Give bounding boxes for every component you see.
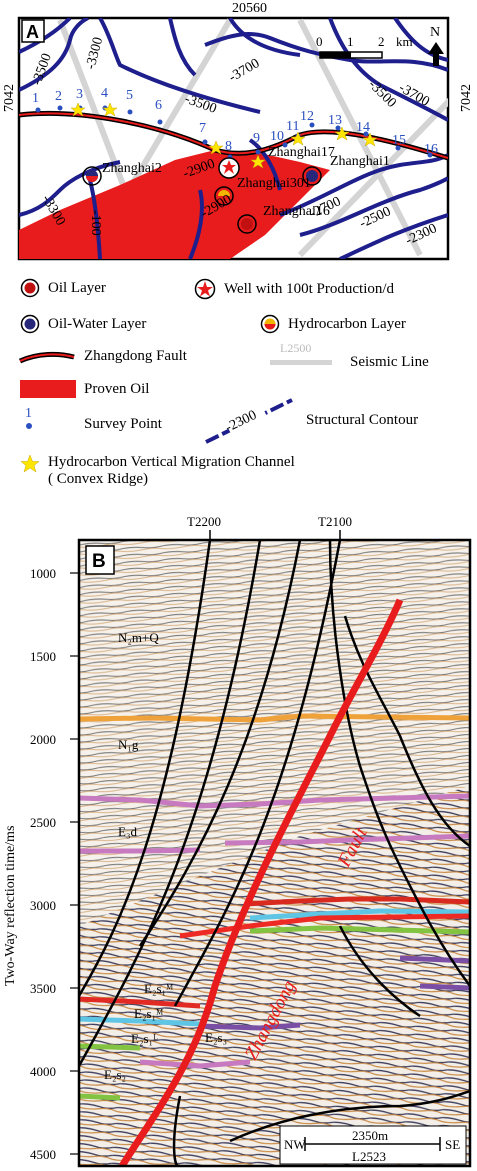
svg-text:4: 4	[101, 86, 108, 101]
legend-oil-layer: Oil Layer	[20, 278, 106, 298]
svg-text:E₂s₂: E₂s₂	[104, 1067, 126, 1082]
svg-text:-100: -100	[88, 210, 103, 236]
svg-text:E₂s₁ᴹ: E₂s₁ᴹ	[144, 981, 173, 996]
legend-survey-point: 1 Survey Point	[22, 404, 162, 434]
left-coordinate: 7042	[2, 84, 17, 112]
survey-point-numbers: 1 2 3 4 5 6 7 8 9 10 11 12 13 14 15 16	[32, 86, 438, 157]
proven-oil-swatch	[20, 380, 76, 398]
svg-text:0: 0	[316, 34, 323, 49]
right-coordinate: 7042	[459, 84, 474, 112]
north-arrow-icon: N	[428, 25, 444, 66]
svg-text:SE: SE	[445, 1137, 460, 1152]
legend-well-100t: Well with 100t Production/d	[194, 278, 394, 300]
svg-text:Zhanghai17: Zhanghai17	[268, 145, 335, 160]
svg-text:1: 1	[32, 91, 39, 106]
well-labels: Zhanghai2 Zhanghai17 Zhanghai1 Zhanghai3…	[102, 145, 390, 219]
svg-text:4000: 4000	[30, 1064, 56, 1079]
svg-text:1500: 1500	[30, 649, 56, 664]
map-scale-bar: 0 1 2 km	[316, 34, 413, 59]
legend-migration: Hydrocarbon Vertical Migration Channel (…	[20, 454, 295, 488]
structural-map: A 20560 20560 7042 7042 0 1 2 km N -3500…	[2, 1, 474, 261]
wells	[82, 157, 322, 234]
svg-text:10: 10	[270, 129, 284, 144]
legend-oil-water: Oil-Water Layer	[20, 314, 146, 334]
svg-text:2000: 2000	[30, 732, 56, 747]
legend: Oil Layer Well with 100t Production/d Oi…	[0, 266, 477, 506]
seismic-line-icon	[270, 360, 332, 365]
svg-text:5: 5	[126, 88, 133, 103]
svg-text:16: 16	[424, 142, 438, 157]
svg-text:3: 3	[76, 87, 83, 102]
svg-text:3500: 3500	[30, 981, 56, 996]
svg-text:9: 9	[253, 131, 260, 146]
hydrocarbon-layer-icon	[260, 314, 280, 334]
section-frame	[77, 538, 472, 1168]
y-axis-title: Two-Way reflection time/ms	[3, 826, 18, 986]
svg-text:1000: 1000	[30, 566, 56, 581]
svg-text:E₂s₁ᴹ: E₂s₁ᴹ	[134, 1006, 163, 1021]
svg-text:3000: 3000	[30, 898, 56, 913]
cdp-ticks: T2200 T2100	[187, 514, 352, 540]
svg-text:4500: 4500	[30, 1147, 56, 1162]
legend-contour: -2300 Structural Contour	[200, 394, 418, 446]
svg-text:15: 15	[392, 133, 406, 148]
svg-text:2: 2	[55, 89, 62, 104]
top-coordinate: 20560	[232, 1, 267, 16]
survey-point-icon: 1	[25, 406, 32, 429]
well-oil-water-icon	[82, 166, 102, 186]
svg-text:8: 8	[225, 139, 232, 154]
svg-text:N₂m+Q: N₂m+Q	[118, 630, 159, 645]
contour-icon: -2300	[205, 398, 293, 444]
svg-text:N₁g: N₁g	[118, 737, 139, 752]
svg-text:14: 14	[356, 120, 370, 135]
formation-labels: N₂m+Q N₁g E₃d E₂s₁ᴹ E₂s₁ᴹ E₂s₁ᴸ E₂s₃ E₂s…	[104, 630, 227, 1082]
svg-text:N: N	[430, 25, 440, 40]
legend-hydrocarbon: Hydrocarbon Layer	[260, 314, 406, 334]
oil-water-layer-icon	[20, 314, 40, 334]
migration-star-icon	[20, 454, 40, 473]
legend-seismic-line: L2500 Seismic Line	[270, 342, 429, 371]
svg-text:Zhanghai1: Zhanghai1	[330, 154, 390, 169]
svg-text:12: 12	[300, 109, 314, 124]
panel-a-label: A	[26, 22, 39, 42]
svg-text:T2200: T2200	[187, 514, 221, 529]
seismic-section: B T2200 T2100 Two-Way reflection time/ms…	[3, 514, 472, 1168]
svg-text:11: 11	[286, 119, 299, 134]
svg-text:E₃d: E₃d	[118, 824, 137, 839]
migration-channels	[70, 102, 378, 169]
svg-text:6: 6	[155, 98, 162, 113]
legend-proven-oil: Proven Oil	[20, 380, 149, 398]
svg-text:1: 1	[347, 34, 354, 49]
svg-text:E₂s₁ᴸ: E₂s₁ᴸ	[131, 1031, 158, 1046]
zhangdong-fault-trace	[119, 598, 404, 1166]
svg-text:E₂s₃: E₂s₃	[205, 1030, 227, 1045]
well-hydrocarbon-icon	[214, 186, 234, 206]
svg-text:Zhanghai2: Zhanghai2	[102, 161, 162, 176]
panel-b-label: B	[92, 551, 106, 572]
section-scale-bar: NW SE 2350m L2523	[279, 1125, 467, 1165]
well-oil-water-icon	[302, 166, 322, 186]
structural-contours	[19, 18, 448, 259]
svg-text:L2523: L2523	[352, 1149, 386, 1164]
svg-text:7: 7	[199, 121, 206, 136]
svg-text:2500: 2500	[30, 815, 56, 830]
well-100t-icon	[218, 157, 240, 179]
svg-text:Zhanghai16: Zhanghai16	[263, 204, 330, 219]
legend-fault: Zhangdong Fault	[18, 348, 187, 365]
fault-lines	[79, 540, 470, 1166]
svg-text:NW: NW	[284, 1137, 306, 1152]
svg-text:2: 2	[378, 34, 385, 49]
y-axis: Two-Way reflection time/ms 1000 1500 200…	[3, 566, 79, 1162]
svg-text:T2100: T2100	[318, 514, 352, 529]
well-oil-icon	[237, 214, 257, 234]
oil-layer-icon	[20, 278, 40, 298]
svg-text:2350m: 2350m	[352, 1128, 388, 1143]
well-star-icon	[194, 278, 216, 300]
svg-text:1: 1	[25, 406, 32, 421]
fault-line-icon	[18, 351, 75, 363]
svg-text:13: 13	[328, 113, 342, 128]
svg-text:Zhanghai301: Zhanghai301	[237, 176, 311, 191]
svg-text:km: km	[396, 34, 413, 49]
